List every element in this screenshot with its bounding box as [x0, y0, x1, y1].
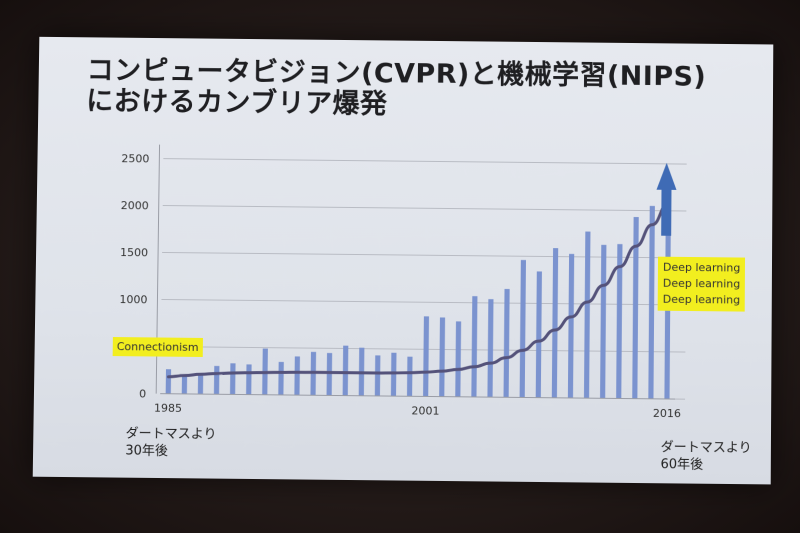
bar	[487, 299, 493, 397]
trend-arrow-shaft	[661, 188, 671, 236]
bar	[182, 375, 187, 394]
bar	[166, 369, 171, 394]
y-tick-label: 2000	[121, 199, 149, 212]
bar	[294, 356, 300, 395]
trend-arrow-head-icon	[656, 163, 676, 190]
x-tick-label: 1985	[154, 402, 182, 415]
bar	[471, 296, 477, 397]
connectionism-label: Connectionism	[113, 337, 203, 357]
trend-curve	[168, 198, 668, 382]
bar	[520, 260, 526, 398]
y-tick-label: 1500	[120, 246, 148, 259]
gridline	[161, 347, 686, 352]
left-note-line: 30年後	[125, 442, 216, 460]
bar	[552, 248, 558, 398]
x-tick-label: 2016	[653, 407, 681, 420]
deep-learning-box: Deep learning Deep learning Deep learnin…	[658, 257, 746, 312]
gridline	[163, 159, 686, 164]
gridline	[163, 206, 687, 211]
bar	[504, 289, 510, 397]
gridline	[161, 299, 685, 304]
slide: コンピュータビジョン(CVPR)と機械学習(NIPS) におけるカンブリア爆発 …	[33, 37, 774, 485]
bar	[568, 254, 574, 398]
x-axis	[160, 394, 675, 399]
right-note-line: 60年後	[660, 456, 751, 474]
bar	[198, 374, 203, 394]
gridline	[162, 252, 686, 257]
bar	[407, 357, 413, 397]
deep-learning-label: Deep learning	[663, 292, 741, 309]
bar	[600, 245, 606, 398]
bar	[648, 206, 655, 399]
left-note-line: ダートマスより	[125, 425, 216, 443]
bar	[278, 362, 284, 395]
bar	[536, 271, 542, 397]
bar	[391, 353, 397, 396]
bar	[327, 353, 333, 395]
bar	[423, 316, 429, 396]
bar	[246, 364, 252, 394]
bar	[439, 317, 445, 396]
right-note: ダートマスより 60年後	[660, 439, 751, 474]
deep-learning-label: Deep learning	[663, 276, 741, 293]
x-tick-label: 2001	[411, 404, 439, 417]
y-tick-label: 2500	[121, 152, 149, 165]
y-tick-label: 1000	[119, 293, 147, 306]
y-tick-label: 0	[139, 387, 146, 400]
left-note: ダートマスより 30年後	[125, 425, 216, 460]
right-note-line: ダートマスより	[661, 439, 752, 457]
bar	[214, 366, 220, 394]
bar	[230, 363, 236, 394]
bar	[375, 355, 381, 396]
bar	[343, 346, 349, 396]
deep-learning-label: Deep learning	[663, 260, 740, 277]
bar	[455, 321, 461, 396]
